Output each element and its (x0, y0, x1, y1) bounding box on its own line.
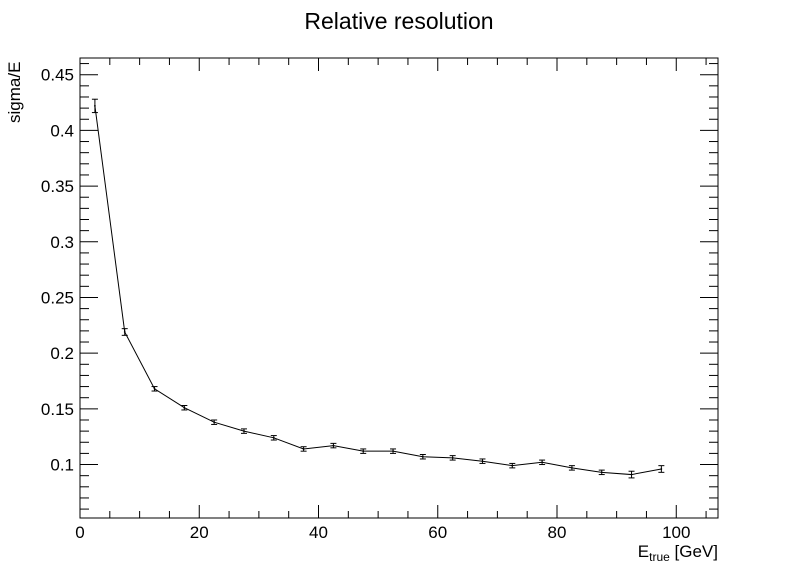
data-point (630, 473, 633, 476)
y-tick-label: 0.2 (50, 344, 74, 363)
data-point (153, 387, 156, 390)
x-axis-label-base: E (638, 542, 649, 561)
data-point (272, 436, 275, 439)
data-point (600, 471, 603, 474)
x-axis-label-unit: [GeV] (670, 542, 718, 561)
y-tick-label: 0.25 (41, 288, 74, 307)
y-tick-label: 0.3 (50, 233, 74, 252)
series-line (94, 105, 662, 476)
x-tick-label: 60 (428, 523, 447, 542)
plot-frame (79, 57, 719, 519)
y-tick-label: 0.15 (41, 400, 74, 419)
data-point (421, 455, 424, 458)
data-point (94, 104, 96, 107)
x-tick-label: 0 (75, 523, 84, 542)
data-point (392, 450, 394, 453)
x-tick-label: 100 (662, 523, 690, 542)
data-point (451, 456, 454, 459)
x-tick-label: 40 (309, 523, 328, 542)
data-point (213, 421, 216, 424)
data-point (362, 450, 365, 453)
data-point (481, 460, 484, 463)
chart-title: Relative resolution (304, 8, 493, 34)
y-axis: 0.1 0.15 0.2 0.25 0.3 0.35 0.4 0.45 (41, 63, 718, 510)
data-point (332, 444, 335, 447)
data-point (541, 461, 544, 464)
data-point (123, 331, 126, 333)
y-tick-label: 0.1 (50, 456, 74, 475)
data-point (660, 468, 663, 470)
y-tick-label: 0.45 (41, 66, 74, 85)
x-axis-label-subscript: true (649, 550, 670, 564)
data-point (302, 448, 305, 450)
x-tick-label: 80 (548, 523, 567, 542)
y-tick-label: 0.4 (50, 121, 74, 140)
x-tick-label: 20 (190, 523, 209, 542)
data-point (243, 430, 245, 433)
data-point (183, 406, 186, 409)
y-axis-label: sigma/E (5, 62, 24, 123)
data-point (511, 464, 514, 467)
data-point (571, 466, 573, 469)
y-tick-label: 0.35 (41, 177, 74, 196)
x-axis: 0 20 40 60 80 100 (75, 58, 707, 542)
x-axis-label: Etrue [GeV] (638, 542, 718, 564)
data-series (91, 98, 665, 479)
